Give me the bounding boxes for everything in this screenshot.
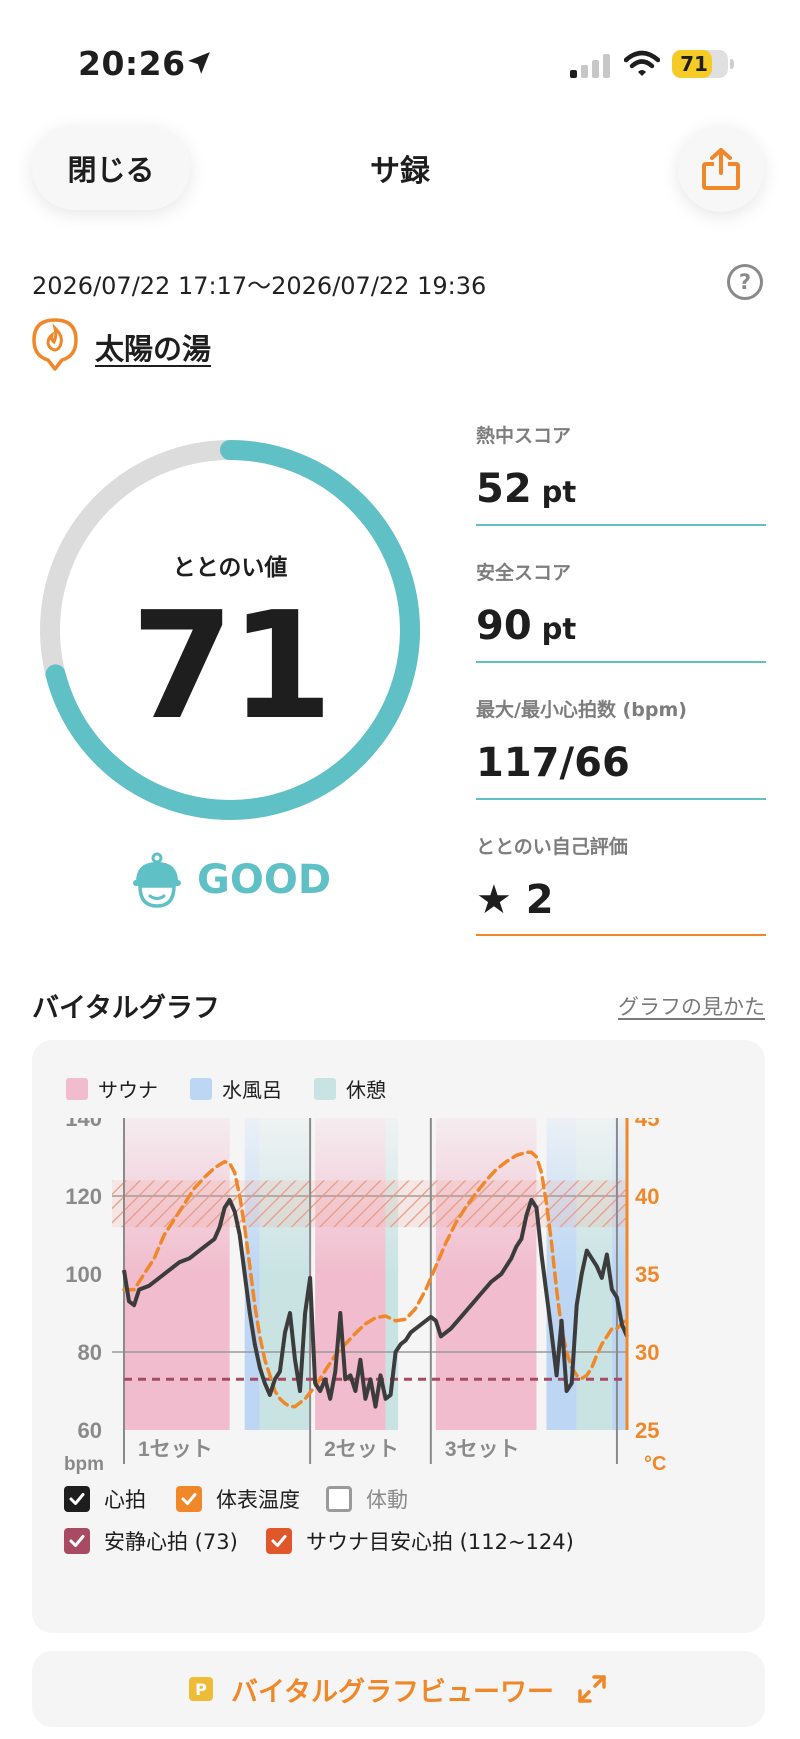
legend-label: 心拍 [104,1488,146,1512]
hr-tick-label: 80 [78,1340,102,1365]
totonoi-score-ring [40,440,420,820]
heart-rate-checkbox[interactable] [64,1486,90,1512]
sauna-target-hr-checkbox[interactable] [266,1528,292,1554]
cellular-signal-icon [570,54,610,78]
sauna-location-pin-icon [32,318,78,371]
metric-underline [476,934,766,936]
battery-icon: 71 [672,50,734,78]
metric-label: 最大/最小心拍数 (bpm) [476,699,687,721]
location-name[interactable]: 太陽の湯 [95,332,212,366]
metric-number: 52 [476,466,532,512]
metric-underline [476,524,766,526]
legend-body-motion[interactable]: 体動 [326,1484,408,1514]
viewer-label: バイタルグラフビューワー [231,1676,554,1708]
cold-bath-swatch [190,1077,212,1100]
metric-number: 117/66 [476,740,630,786]
vital-graph-card: サウナ 水風呂 休憩 140 120 100 80 60 45 40 35 30 25 b [32,1040,765,1633]
status-bar: 20:26 71 [0,0,800,110]
legend-resting-hr[interactable]: 安静心拍 (73) [64,1526,238,1556]
temp-axis-ticks: 45 40 35 30 25 [635,1118,659,1443]
metric-label: ととのい自己評価 [476,836,628,858]
zone-legend: サウナ 水風呂 休憩 [66,1074,418,1103]
metric-number: ★ 2 [476,877,554,923]
metric-safety-score: 安全スコア 90 pt [476,558,766,649]
legend-label: 体表温度 [216,1488,300,1512]
expand-icon [578,1675,606,1703]
set-labels: 1セット 2セット 3セット [138,1438,520,1461]
metric-unit: pt [541,475,577,509]
hr-tick-label: 140 [65,1118,102,1131]
location-arrow-icon [188,52,210,74]
score-value: 71 [131,580,333,752]
nav-bar: 閉じる サ録 [0,110,800,230]
status-time: 20:26 [78,44,186,83]
share-icon [702,148,740,190]
heart-rate-series [122,1197,629,1409]
temp-tick-label: 45 [635,1118,659,1131]
share-button[interactable] [678,126,764,212]
temp-tick-label: 25 [635,1418,659,1443]
metric-heat-score: 熱中スコア 52 pt [476,421,766,512]
set-label: 2セット [324,1438,399,1461]
session-date-range: 2026/07/22 17:17〜2026/07/22 19:36 [32,272,487,300]
sauna-hat-face-icon [133,852,181,908]
close-button[interactable]: 閉じる [32,126,190,210]
temp-tick-label: 30 [635,1340,659,1365]
metric-underline [476,661,766,663]
metric-label: 安全スコア [476,562,572,584]
zone-fade [124,1118,627,1430]
metric-value: 117/66 [476,740,766,786]
premium-badge: P [189,1677,214,1701]
resting-hr-checkbox[interactable] [64,1528,90,1554]
zone-legend-label: サウナ [98,1078,158,1102]
set-label: 1セット [138,1438,213,1461]
battery-cap [730,59,734,69]
vital-graph-viewer-button[interactable]: P バイタルグラフビューワー [32,1651,765,1727]
graph-guide-link[interactable]: グラフの見かた [618,995,765,1019]
metric-label: 熱中スコア [476,425,572,447]
zone-legend-label: 水風呂 [222,1078,282,1102]
metric-value: 90 pt [476,603,766,649]
vital-graph-chart[interactable]: 140 120 100 80 60 45 40 35 30 25 bpm °C 1セット 2セット… [32,1118,765,1518]
help-icon[interactable]: ? [727,264,763,300]
metric-underline [476,798,766,800]
hr-tick-label: 120 [65,1184,102,1209]
page-title: サ録 [370,154,430,189]
metric-heart-rate: 最大/最小心拍数 (bpm) 117/66 [476,695,766,786]
metric-unit: pt [541,612,577,646]
hr-axis-unit: bpm [64,1454,104,1475]
sauna-swatch [66,1077,88,1100]
score-label: ととのい値 [172,555,288,581]
battery-level: 71 [680,52,708,76]
metric-value: 52 pt [476,466,766,512]
surface-temp-series [122,1150,629,1409]
temp-tick-label: 40 [635,1184,659,1209]
hr-tick-label: 100 [65,1262,102,1287]
rest-swatch [314,1077,336,1100]
legend-heart-rate[interactable]: 心拍 [64,1484,146,1514]
metric-number: 90 [476,603,532,649]
metric-value: ★ 2 [476,877,766,923]
score-grade: GOOD [197,857,332,903]
vital-graph-title: バイタルグラフ [32,993,220,1024]
hr-axis-ticks: 140 120 100 80 60 [65,1118,102,1443]
legend-label: 安静心拍 (73) [104,1530,238,1554]
set-label: 3セット [445,1438,520,1461]
legend-sauna-target-hr[interactable]: サウナ目安心拍 (112~124) [266,1526,574,1556]
wifi-icon [624,50,660,76]
hr-tick-label: 60 [78,1418,102,1443]
temp-axis-unit: °C [644,1453,666,1475]
metric-self-rating: ととのい自己評価 ★ 2 [476,832,766,923]
legend-surface-temp[interactable]: 体表温度 [176,1484,300,1514]
surface-temp-checkbox[interactable] [176,1486,202,1512]
legend-label: 体動 [366,1488,408,1512]
body-motion-checkbox[interactable] [326,1486,352,1512]
battery-fill [672,50,712,78]
temp-tick-label: 35 [635,1262,659,1287]
legend-label: サウナ目安心拍 (112~124) [306,1530,574,1554]
zone-legend-label: 休憩 [346,1078,386,1102]
sauna-target-hr-band [112,1180,627,1228]
